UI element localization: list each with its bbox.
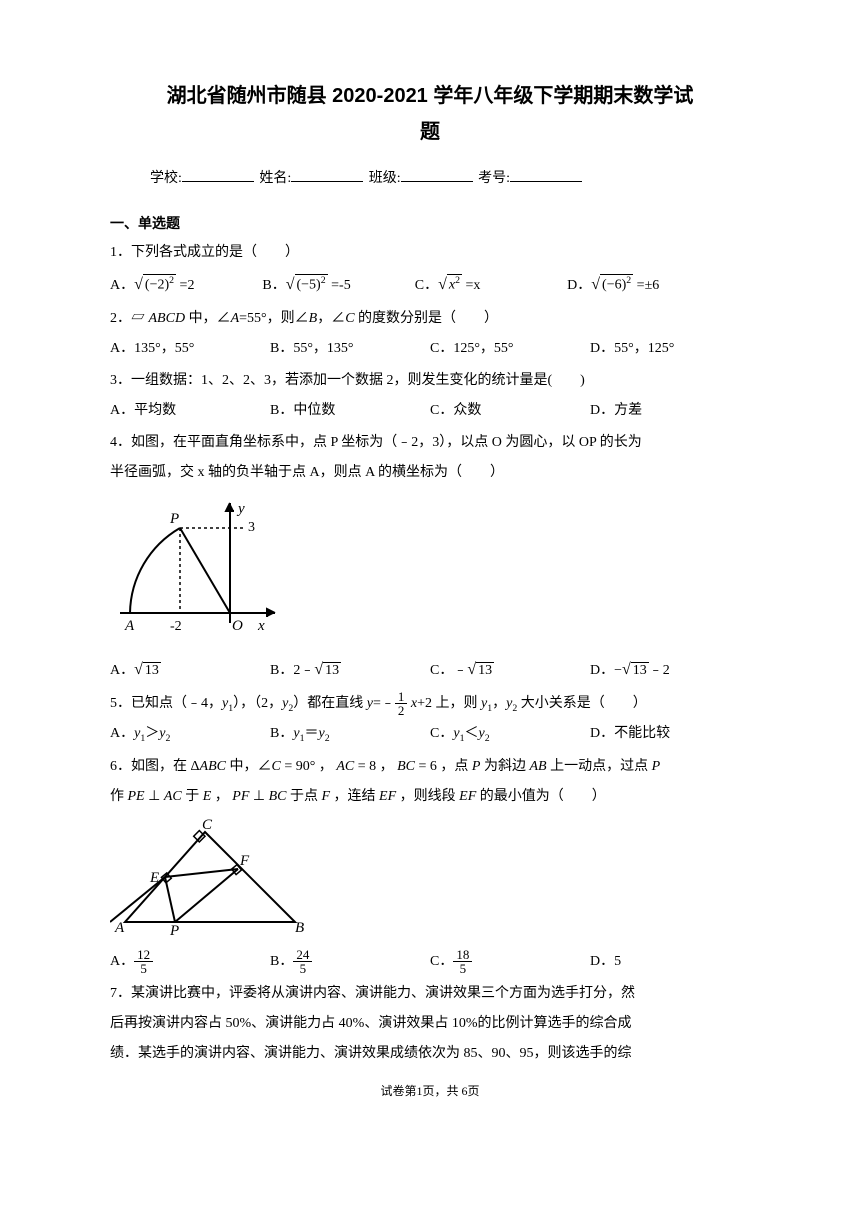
fig6-B: B [295, 920, 304, 936]
q6-line1: 6．如图，在 ΔABC 中，∠C = 90° ， AC = 8 ， BC = 6… [110, 753, 750, 781]
q1-text: 1．下列各式成立的是（ ） [110, 239, 750, 267]
title-line-1: 湖北省随州市随县 2020-2021 学年八年级下学期期末数学试 [110, 78, 750, 114]
fig6-C: C [202, 817, 213, 833]
fig4-neg2-label: -2 [170, 619, 182, 634]
q1-options: A．√(−2)2 =2 B．√(−5)2 =-5 C．√x2 =x D．√(−6… [110, 269, 750, 301]
title-line-2: 题 [110, 114, 750, 150]
q7-line3: 绩．某选手的演讲内容、演讲能力、演讲效果成绩依次为 85、90、95，则该选手的… [110, 1040, 750, 1068]
q6-opt-b[interactable]: B．245 [270, 948, 430, 976]
q2-opt-c[interactable]: C．125°，55° [430, 335, 590, 363]
q3-opt-a[interactable]: A．平均数 [110, 397, 270, 425]
q5-options: A．y1＞y2 B．y1＝y2 C．y1＜y2 D．不能比较 [110, 720, 750, 748]
q4-figure: P y 3 A -2 O x [110, 493, 750, 648]
q5-opt-d[interactable]: D．不能比较 [590, 720, 750, 748]
q2-options: A．135°，55° B．55°，135° C．125°，55° D．55°，1… [110, 335, 750, 363]
q4-line1: 4．如图，在平面直角坐标系中，点 P 坐标为（﹣2，3），以点 O 为圆心，以 … [110, 429, 750, 457]
q2-opt-a[interactable]: A．135°，55° [110, 335, 270, 363]
fig4-x-label: x [257, 618, 265, 634]
q1-opt-b[interactable]: B．√(−5)2 =-5 [262, 269, 414, 301]
q5-opt-b[interactable]: B．y1＝y2 [270, 720, 430, 748]
q6-opt-d[interactable]: D．5 [590, 948, 750, 976]
q3-opt-d[interactable]: D．方差 [590, 397, 750, 425]
fig4-y-label: y [236, 501, 245, 517]
q3-text: 3．一组数据：1、2、2、3，若添加一个数据 2，则发生变化的统计量是( ) [110, 367, 750, 395]
q1-opt-d[interactable]: D．√(−6)2 =±6 [567, 269, 750, 301]
q6-opt-c[interactable]: C．185 [430, 948, 590, 976]
fig4-3-label: 3 [248, 520, 255, 535]
q5-text: 5．已知点（﹣4，y1），（2，y2）都在直线 y=﹣12 x+2 上，则 y1… [110, 690, 750, 718]
q5-opt-c[interactable]: C．y1＜y2 [430, 720, 590, 748]
q6-opt-a[interactable]: A．125 [110, 948, 270, 976]
class-label: 班级: [369, 171, 401, 186]
q4-opt-a[interactable]: A．√13 [110, 654, 270, 686]
q6-options: A．125 B．245 C．185 D．5 [110, 948, 750, 976]
q3-options: A．平均数 B．中位数 C．众数 D．方差 [110, 397, 750, 425]
fig4-O-label: O [232, 618, 243, 634]
q4-line2: 半径画弧，交 x 轴的负半轴于点 A，则点 A 的横坐标为（ ） [110, 459, 750, 487]
q4-options: A．√13 B．2﹣√13 C．﹣√13 D．−√13﹣2 [110, 654, 750, 686]
fig6-P: P [169, 923, 179, 937]
section-1-header: 一、单选题 [110, 213, 750, 233]
q1-opt-c[interactable]: C．√x2 =x [415, 269, 567, 301]
page-footer: 试卷第1页，共 6页 [110, 1082, 750, 1099]
q6-figure: A B C E F P [110, 817, 750, 942]
q4-opt-d[interactable]: D．−√13﹣2 [590, 654, 750, 686]
q1-opt-a[interactable]: A．√(−2)2 =2 [110, 269, 262, 301]
name-label: 姓名: [259, 171, 291, 186]
school-blank[interactable] [182, 164, 254, 182]
id-label: 考号: [478, 171, 510, 186]
fig6-A: A [114, 920, 125, 936]
q4-opt-c[interactable]: C．﹣√13 [430, 654, 590, 686]
q2-opt-b[interactable]: B．55°，135° [270, 335, 430, 363]
class-blank[interactable] [401, 164, 473, 182]
q3-opt-b[interactable]: B．中位数 [270, 397, 430, 425]
q7-line1: 7．某演讲比赛中，评委将从演讲内容、演讲能力、演讲效果三个方面为选手打分，然 [110, 980, 750, 1008]
fig4-P-label: P [169, 511, 179, 527]
student-info-row: 学校: 姓名: 班级: 考号: [110, 164, 750, 187]
fig6-E: E [149, 870, 159, 886]
school-label: 学校: [150, 171, 182, 186]
id-blank[interactable] [510, 164, 582, 182]
q3-opt-c[interactable]: C．众数 [430, 397, 590, 425]
fig4-A-label: A [124, 618, 135, 634]
q2-opt-d[interactable]: D．55°，125° [590, 335, 750, 363]
q2-text: 2．▱ ABCD 中，∠A=55°，则∠B，∠C 的度数分别是（ ） [110, 305, 750, 333]
q4-opt-b[interactable]: B．2﹣√13 [270, 654, 430, 686]
q7-line2: 后再按演讲内容占 50%、演讲能力占 40%、演讲效果占 10%的比例计算选手的… [110, 1010, 750, 1038]
q6-line2: 作 PE ⊥ AC 于 E ， PF ⊥ BC 于点 F ，连结 EF ，则线段… [110, 783, 750, 811]
fig6-F: F [239, 853, 250, 869]
name-blank[interactable] [291, 164, 363, 182]
q5-opt-a[interactable]: A．y1＞y2 [110, 720, 270, 748]
